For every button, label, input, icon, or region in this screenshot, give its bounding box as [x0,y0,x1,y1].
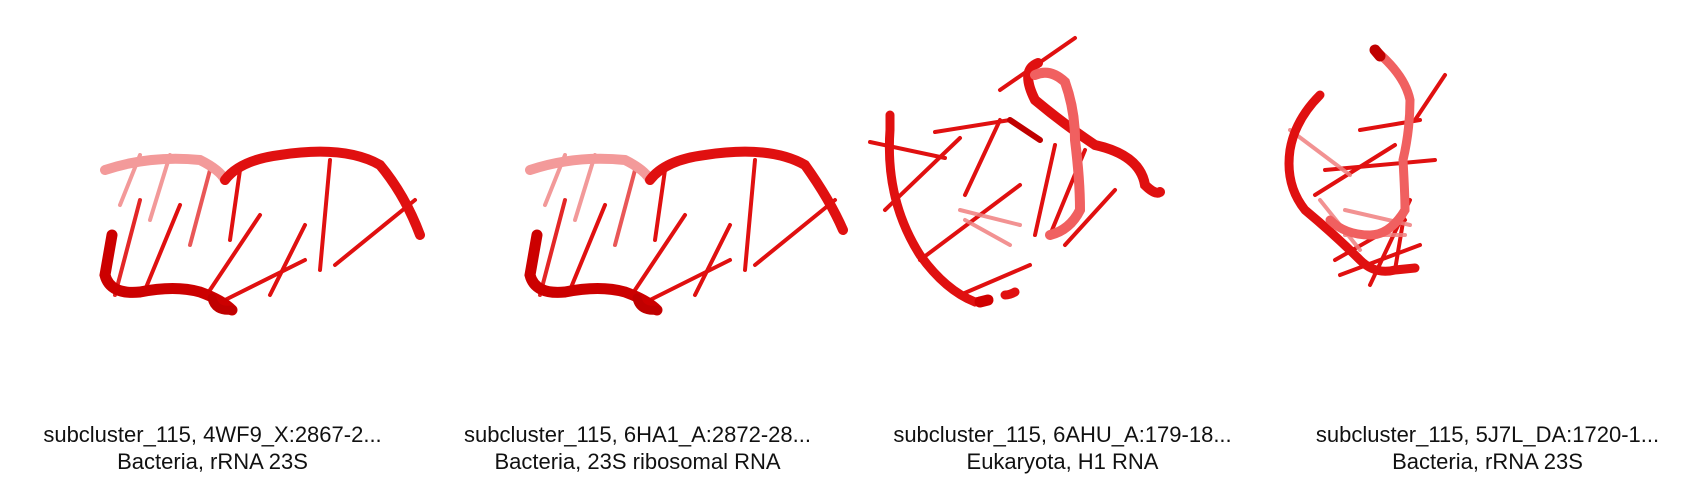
structure-panel-4[interactable]: subcluster_115, 5J7L_DA:1720-1... Bacter… [1275,0,1700,480]
rna-structure-image-3 [868,36,1165,308]
structure-panel-2[interactable]: subcluster_115, 6HA1_A:2872-28... Bacter… [425,0,850,480]
structure-panel-1[interactable]: subcluster_115, 4WF9_X:2867-2... Bacteri… [0,0,425,480]
rna-structure-image-2 [524,146,848,316]
rna-structure-image-1 [99,146,425,316]
structure-title-1: subcluster_115, 4WF9_X:2867-2... [43,422,382,447]
structure-panel-3[interactable]: subcluster_115, 6AHU_A:179-18... Eukaryo… [850,0,1275,480]
structure-subtitle-4: Bacteria, rRNA 23S [1392,449,1583,474]
structure-title-3: subcluster_115, 6AHU_A:179-18... [893,422,1232,447]
structure-title-2: subcluster_115, 6HA1_A:2872-28... [464,422,811,447]
structure-title-4: subcluster_115, 5J7L_DA:1720-1... [1315,422,1660,447]
structure-subtitle-2: Bacteria, 23S ribosomal RNA [494,449,781,474]
rna-structure-image-4 [1284,44,1447,287]
structure-subtitle-1: Bacteria, rRNA 23S [117,449,308,474]
structure-subtitle-3: Eukaryota, H1 RNA [966,449,1159,474]
